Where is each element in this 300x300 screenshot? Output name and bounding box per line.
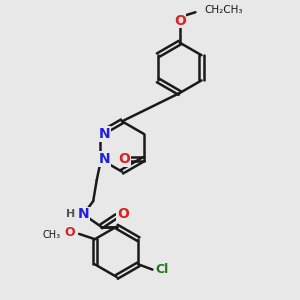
Text: N: N	[78, 207, 89, 221]
Text: CH₂CH₃: CH₂CH₃	[204, 5, 243, 16]
Text: N: N	[99, 127, 110, 141]
Text: O: O	[174, 14, 186, 28]
Text: O: O	[118, 152, 130, 166]
Text: CH₃: CH₃	[43, 230, 61, 240]
Text: O: O	[64, 226, 75, 239]
Text: Cl: Cl	[156, 263, 169, 276]
Text: O: O	[117, 207, 129, 221]
Text: H: H	[67, 209, 76, 219]
Text: N: N	[99, 152, 110, 166]
